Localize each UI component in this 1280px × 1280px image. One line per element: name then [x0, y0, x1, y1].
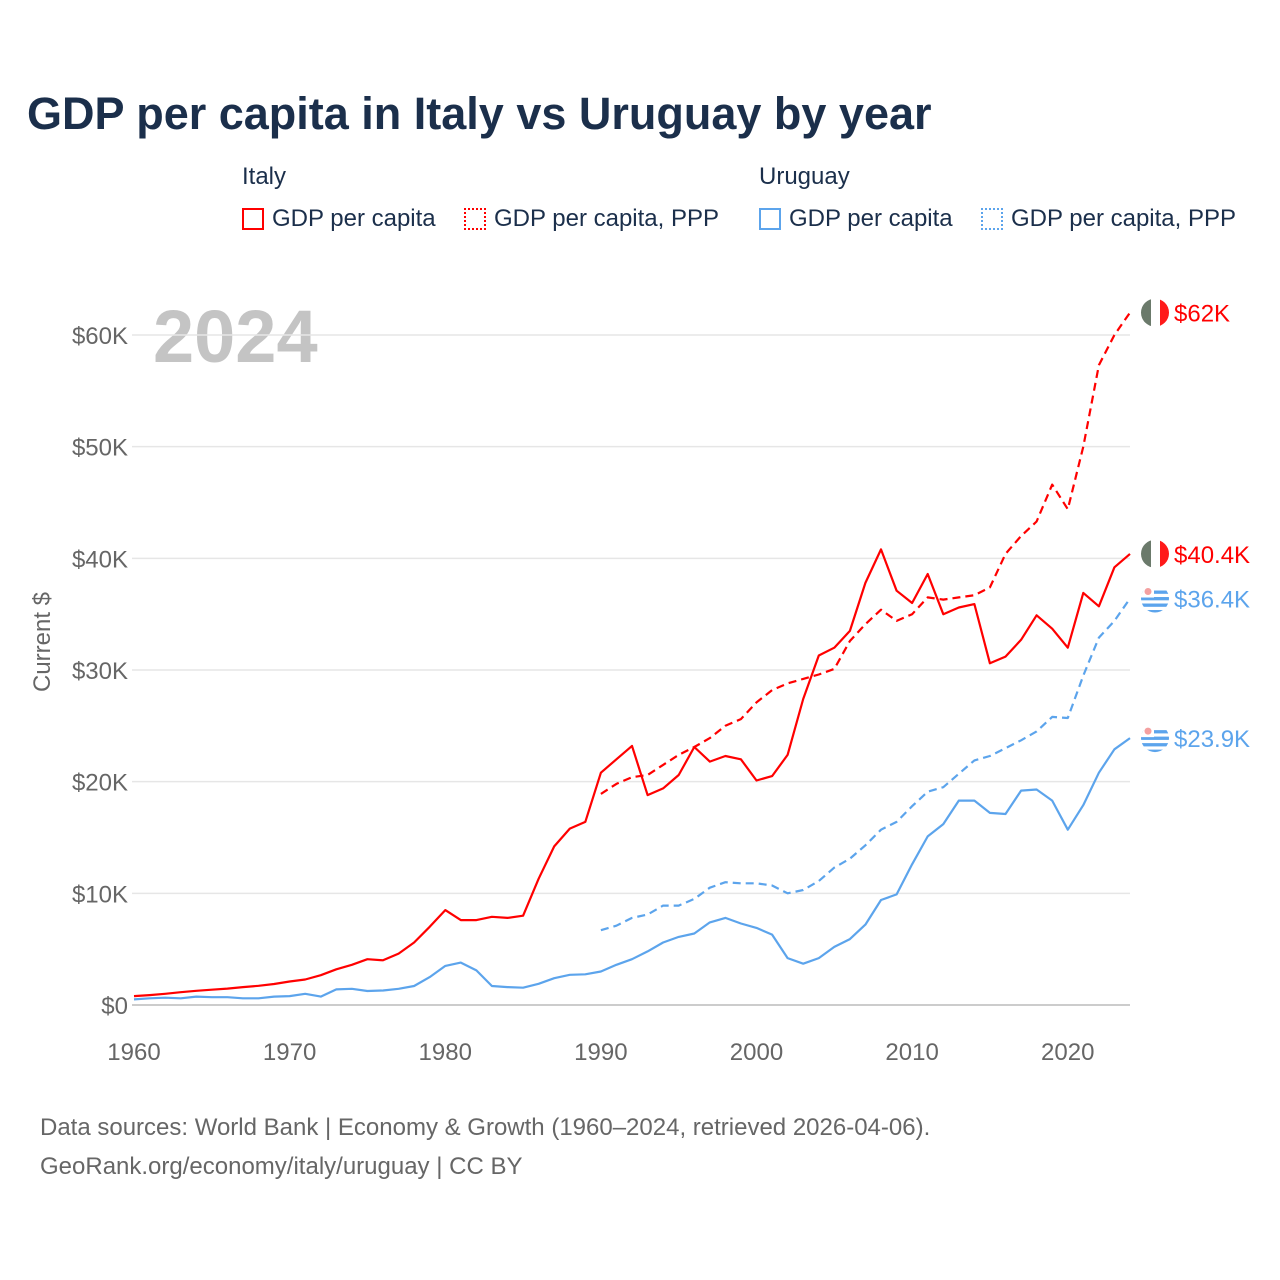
legend-uruguay-ppp[interactable]: GDP per capita, PPP	[981, 205, 1236, 233]
footer: Data sources: World Bank | Economy & Gro…	[40, 1108, 930, 1186]
footer-sources: Data sources: World Bank | Economy & Gro…	[40, 1114, 931, 1141]
legend-label: GDP per capita, PPP	[494, 205, 719, 232]
legend-swatch-dotted	[464, 208, 486, 230]
x-tick-label: 1970	[263, 1039, 316, 1066]
x-tick-label: 2020	[1041, 1039, 1094, 1066]
x-tick-label: 2010	[885, 1039, 938, 1066]
series-line-italy-gdp-per-capita-ppp	[600, 311, 1131, 795]
italy-flag-icon	[1141, 539, 1169, 568]
y-tick-label: $10K	[72, 881, 128, 908]
y-tick-label: $50K	[72, 435, 128, 462]
end-value-label: $40.4K	[1174, 542, 1250, 569]
legend-italy-ppp[interactable]: GDP per capita, PPP	[464, 205, 719, 233]
y-tick-label: $20K	[72, 770, 128, 797]
series-line-uruguay-gdp-per-capita-ppp	[600, 597, 1131, 932]
y-axis-label: Current $	[29, 592, 56, 692]
series-line-italy-gdp-per-capita	[133, 548, 1131, 998]
y-tick-label: $40K	[72, 546, 128, 573]
legend-label: GDP per capita, PPP	[1011, 205, 1236, 232]
legend-swatch-solid	[242, 208, 264, 230]
legend-label: GDP per capita	[789, 205, 953, 232]
uruguay-flag-icon	[1141, 724, 1169, 753]
y-tick-label: $60K	[72, 323, 128, 350]
legend-label: GDP per capita	[272, 205, 436, 232]
end-value-label: $36.4K	[1174, 587, 1250, 614]
end-value-label: $23.9K	[1174, 726, 1250, 753]
y-tick-label: $30K	[72, 658, 128, 685]
x-tick-label: 1990	[574, 1039, 627, 1066]
chart-title: GDP per capita in Italy vs Uruguay by ye…	[27, 88, 932, 139]
legend-group-uruguay: Uruguay	[759, 163, 850, 190]
uruguay-flag-icon	[1141, 584, 1169, 613]
footer-link[interactable]: GeoRank.org/economy/italy/uruguay | CC B…	[40, 1153, 523, 1180]
x-tick-label: 1980	[419, 1039, 472, 1066]
y-tick-label: $0	[101, 993, 128, 1020]
year-watermark: 2024	[153, 295, 318, 378]
legend-uruguay-gdp[interactable]: GDP per capita	[759, 205, 953, 233]
legend-swatch-solid	[759, 208, 781, 230]
end-value-label: $62K	[1174, 301, 1230, 328]
italy-flag-icon	[1141, 298, 1169, 327]
x-tick-label: 2000	[730, 1039, 783, 1066]
legend-italy-gdp[interactable]: GDP per capita	[242, 205, 436, 233]
series-line-uruguay-gdp-per-capita	[133, 737, 1131, 1001]
x-tick-label: 1960	[107, 1039, 160, 1066]
legend-swatch-dotted	[981, 208, 1003, 230]
legend-group-italy: Italy	[242, 163, 287, 190]
